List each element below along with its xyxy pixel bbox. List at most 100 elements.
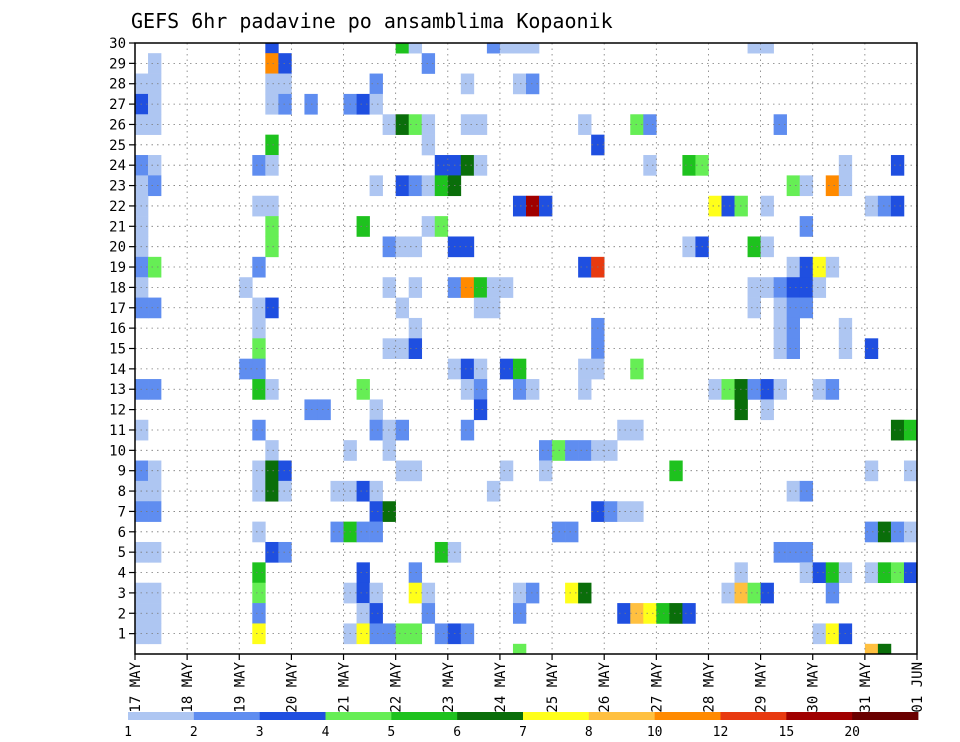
heatmap-cell xyxy=(265,134,279,156)
y-tick-label: 19 xyxy=(109,260,126,276)
heatmap-cell xyxy=(890,521,905,543)
heatmap-cell xyxy=(512,643,527,655)
heatmap-cell xyxy=(356,379,370,400)
heatmap-cell xyxy=(395,460,409,482)
y-tick-label: 24 xyxy=(109,158,126,174)
y-tick-label: 9 xyxy=(118,464,126,480)
heatmap-cell xyxy=(265,440,279,461)
heatmap-cell xyxy=(460,114,475,135)
heatmap-cell xyxy=(408,43,423,54)
heatmap-cell xyxy=(747,43,761,54)
heatmap-cell xyxy=(252,195,266,217)
heatmap-cell xyxy=(148,155,162,176)
heatmap-cell xyxy=(747,582,761,604)
colorbar-swatch xyxy=(523,712,590,720)
heatmap-cell xyxy=(877,195,892,217)
heatmap-cell xyxy=(526,582,540,604)
heatmap-cell xyxy=(565,521,579,543)
heatmap-cell xyxy=(890,562,905,584)
heatmap-cell xyxy=(356,480,370,502)
y-tick-label: 30 xyxy=(109,36,126,52)
heatmap-cell xyxy=(812,623,827,645)
heatmap-cell xyxy=(421,216,436,237)
colorbar: 1 2 3 4 5 6 7 8 10 12 15 20 xyxy=(124,712,919,740)
colorbar-swatch xyxy=(391,712,458,720)
heatmap-cell xyxy=(864,460,879,482)
heatmap-cell xyxy=(890,155,905,176)
x-tick-label: 26 MAY xyxy=(597,661,613,712)
heatmap-cell xyxy=(421,134,436,156)
y-tick-label: 14 xyxy=(109,362,126,378)
heatmap-cell xyxy=(604,440,618,461)
heatmap-cell xyxy=(317,399,331,421)
heatmap-cell xyxy=(539,440,553,461)
x-tick-label: 01 JUN xyxy=(910,662,926,713)
grid-lines xyxy=(135,42,917,654)
heatmap-cell xyxy=(786,541,800,563)
heatmap-cell xyxy=(565,440,579,461)
heatmap-cell xyxy=(148,379,162,400)
heatmap-cell xyxy=(434,155,449,176)
heatmap-cell xyxy=(369,582,383,604)
heatmap-cell xyxy=(708,379,722,400)
x-tick-label: 20 MAY xyxy=(284,661,300,712)
colorbar-swatch xyxy=(193,712,261,720)
heatmap-cell xyxy=(408,338,423,359)
heatmap-cell xyxy=(369,175,383,197)
y-tick-label: 7 xyxy=(118,504,126,520)
heatmap-cell xyxy=(812,379,827,400)
heatmap-cell xyxy=(278,460,292,482)
heatmap-cell xyxy=(252,582,266,604)
heatmap-cell xyxy=(526,195,540,217)
y-tick-label: 4 xyxy=(118,566,126,582)
colorbar-label: 5 xyxy=(387,725,395,740)
heatmap-cell xyxy=(643,603,657,624)
heatmap-cell xyxy=(148,541,162,563)
heatmap-cell xyxy=(578,440,592,461)
heatmap-cell xyxy=(473,399,488,421)
heatmap-cell xyxy=(408,277,423,298)
heatmap-cell xyxy=(747,277,761,298)
heatmap-cell xyxy=(148,256,162,278)
heatmap-cell xyxy=(877,643,892,655)
colorbar-label: 6 xyxy=(453,725,461,740)
heatmap-cell xyxy=(786,297,800,319)
heatmap-cell xyxy=(460,358,475,380)
heatmap-cell xyxy=(369,419,383,441)
heatmap-cell xyxy=(408,623,423,645)
heatmap-cell xyxy=(252,155,266,176)
heatmap-cell xyxy=(252,338,266,359)
y-tick-label: 20 xyxy=(109,240,126,256)
heatmap-cell xyxy=(473,114,488,135)
heatmap-cell xyxy=(512,358,527,380)
heatmap-cell xyxy=(421,603,436,624)
heatmap-cell xyxy=(265,460,279,482)
heatmap-cell xyxy=(252,460,266,482)
heatmap-cell xyxy=(760,379,774,400)
heatmap-cell xyxy=(890,195,905,217)
heatmap-cell xyxy=(265,93,279,115)
heatmap-cell xyxy=(864,562,879,584)
heatmap-cell xyxy=(499,460,514,482)
colorbar-swatch xyxy=(588,712,656,720)
heatmap-cell xyxy=(460,623,475,645)
heatmap-cell xyxy=(864,195,879,217)
heatmap-cell xyxy=(356,562,370,584)
heatmap-cell xyxy=(643,114,657,135)
heatmap-cell xyxy=(395,297,409,319)
x-tick-label: 30 MAY xyxy=(806,661,822,712)
heatmap-cell xyxy=(356,582,370,604)
heatmap-cell xyxy=(760,236,774,258)
heatmap-cell xyxy=(812,256,827,278)
heatmap-cell xyxy=(408,317,423,339)
heatmap-cell xyxy=(499,277,514,298)
heatmap-cell xyxy=(252,603,266,624)
y-tick-label: 28 xyxy=(109,77,126,93)
heatmap-cell xyxy=(473,297,488,319)
heatmap-cell xyxy=(773,297,787,319)
x-tick-label: 21 MAY xyxy=(337,661,353,712)
heatmap-cell xyxy=(473,155,488,176)
heatmap-cell xyxy=(526,43,540,54)
heatmap-cell xyxy=(773,277,787,298)
heatmap-cell xyxy=(773,379,787,400)
